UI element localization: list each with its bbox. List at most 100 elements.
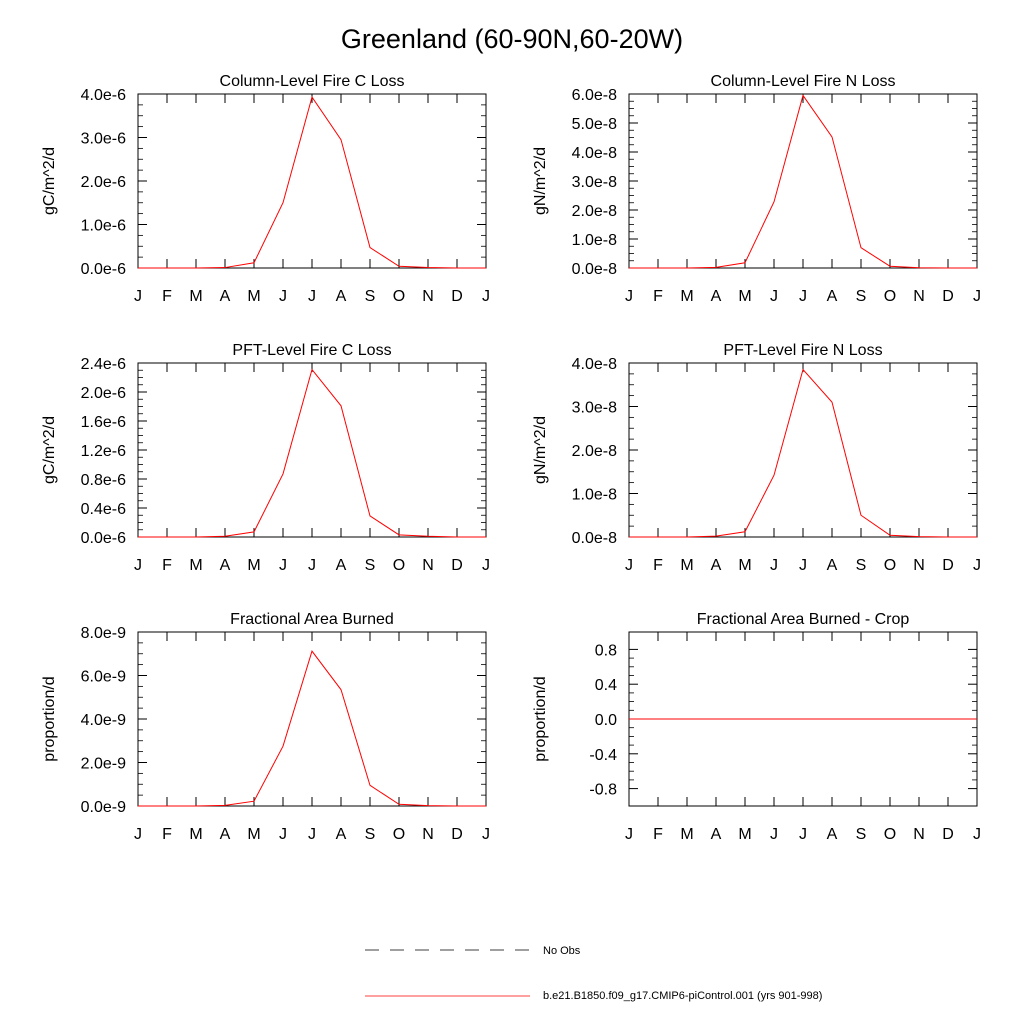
x-tick-label: A — [827, 288, 838, 305]
plot-frame — [137, 362, 487, 538]
x-tick-label: J — [625, 557, 633, 574]
x-tick-label: N — [422, 288, 434, 305]
x-tick-label: J — [279, 288, 287, 305]
legend: No Obs b.e21.B1850.f09_g17.CMIP6-piContr… — [365, 945, 822, 1002]
y-tick-label: 0.4 — [595, 677, 617, 694]
y-tick-label: 1.0e-8 — [572, 232, 617, 249]
y-tick-label: 0.0 — [595, 712, 617, 729]
x-tick-label: M — [680, 826, 693, 843]
plot-frame — [137, 93, 487, 269]
plot-frame — [628, 93, 978, 269]
x-tick-label: M — [247, 557, 260, 574]
y-tick-label: 1.0e-8 — [572, 487, 617, 504]
x-tick-label: M — [738, 288, 751, 305]
x-tick-label: S — [856, 826, 867, 843]
y-axis-label: proportion/d — [41, 676, 58, 761]
y-tick-label: 6.0e-9 — [81, 669, 126, 686]
x-tick-label: J — [482, 288, 490, 305]
x-tick-label: J — [134, 826, 142, 843]
x-tick-label: N — [422, 826, 434, 843]
y-tick-label: 0.8e-6 — [81, 472, 126, 489]
x-tick-label: F — [162, 557, 172, 574]
y-tick-label: 1.6e-6 — [81, 414, 126, 431]
x-tick-label: J — [770, 288, 778, 305]
series-line — [629, 368, 977, 538]
x-tick-label: D — [451, 557, 463, 574]
y-tick-label: 3.0e-8 — [572, 174, 617, 191]
y-tick-label: 8.0e-9 — [81, 625, 126, 642]
x-tick-label: M — [680, 557, 693, 574]
x-tick-label: M — [247, 288, 260, 305]
y-axis-label: gN/m^2/d — [532, 416, 549, 484]
x-tick-label: J — [770, 826, 778, 843]
x-tick-label: D — [451, 826, 463, 843]
x-tick-label: M — [738, 557, 751, 574]
x-tick-label: S — [856, 288, 867, 305]
x-tick-label: O — [393, 288, 405, 305]
y-tick-label: 0.0e-8 — [572, 530, 617, 547]
y-tick-label: -0.4 — [589, 747, 617, 764]
x-tick-label: M — [189, 557, 202, 574]
x-tick-label: A — [336, 557, 347, 574]
x-tick-label: O — [884, 826, 896, 843]
x-tick-label: J — [482, 826, 490, 843]
x-tick-label: N — [913, 288, 925, 305]
chart-title: PFT-Level Fire N Loss — [723, 342, 882, 359]
y-tick-label: 2.0e-9 — [81, 756, 126, 773]
x-tick-label: A — [220, 557, 231, 574]
y-axis-label: proportion/d — [532, 676, 549, 761]
x-tick-label: A — [336, 826, 347, 843]
y-tick-label: 1.0e-6 — [81, 218, 126, 235]
x-tick-label: M — [247, 826, 260, 843]
x-tick-label: F — [162, 826, 172, 843]
x-tick-label: F — [653, 288, 663, 305]
x-tick-label: A — [336, 288, 347, 305]
x-tick-label: S — [365, 557, 376, 574]
plot-frame — [628, 362, 978, 538]
chart-title: Column-Level Fire N Loss — [711, 73, 896, 90]
x-tick-label: J — [279, 557, 287, 574]
x-tick-label: J — [308, 288, 316, 305]
y-tick-label: 2.0e-6 — [81, 385, 126, 402]
y-tick-label: 4.0e-9 — [81, 712, 126, 729]
x-tick-label: A — [711, 557, 722, 574]
x-tick-label: J — [799, 826, 807, 843]
y-tick-label: 3.0e-8 — [572, 400, 617, 417]
legend-label-no-obs: No Obs — [543, 945, 581, 957]
x-tick-label: J — [973, 557, 981, 574]
chart-title: Fractional Area Burned - Crop — [697, 611, 910, 628]
x-tick-label: J — [770, 557, 778, 574]
chart-title: Column-Level Fire C Loss — [220, 73, 405, 90]
y-tick-label: 5.0e-8 — [572, 116, 617, 133]
y-tick-label: 4.0e-8 — [572, 356, 617, 373]
x-tick-label: D — [942, 826, 954, 843]
chart-title: Fractional Area Burned — [230, 611, 394, 628]
y-tick-label: 4.0e-8 — [572, 145, 617, 162]
y-tick-label: 4.0e-6 — [81, 87, 126, 104]
x-tick-label: M — [738, 826, 751, 843]
plot-frame — [137, 631, 487, 807]
x-tick-label: J — [134, 288, 142, 305]
x-tick-label: M — [189, 826, 202, 843]
x-tick-label: M — [189, 288, 202, 305]
y-tick-label: 0.0e-8 — [572, 261, 617, 278]
x-tick-label: J — [482, 557, 490, 574]
x-tick-label: J — [279, 826, 287, 843]
y-axis-label: gC/m^2/d — [41, 147, 58, 215]
x-tick-label: N — [913, 557, 925, 574]
x-tick-label: O — [393, 557, 405, 574]
figure-title: Greenland (60-90N,60-20W) — [341, 24, 683, 54]
x-tick-label: J — [973, 288, 981, 305]
x-tick-label: J — [625, 288, 633, 305]
x-tick-label: A — [827, 826, 838, 843]
x-tick-label: M — [680, 288, 693, 305]
y-tick-label: 0.8 — [595, 642, 617, 659]
y-tick-label: -0.8 — [589, 782, 617, 799]
x-tick-label: J — [799, 288, 807, 305]
series-line — [138, 368, 486, 538]
